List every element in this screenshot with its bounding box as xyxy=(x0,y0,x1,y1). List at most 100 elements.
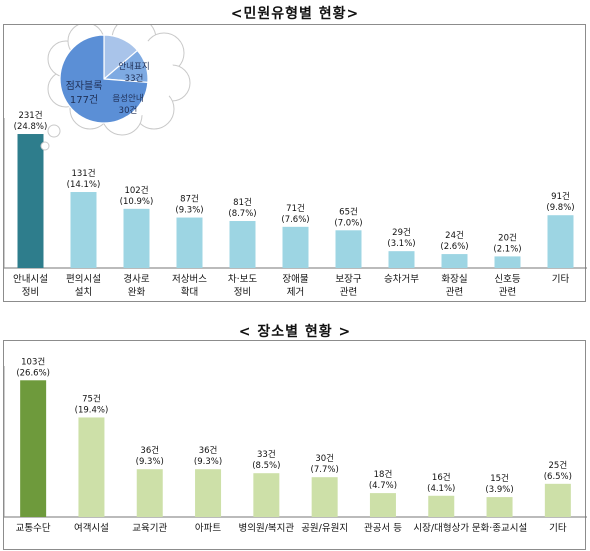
category-label-0-b: 정비 xyxy=(22,287,39,298)
percent-label-9: (6.5%) xyxy=(544,472,572,482)
bar-9 xyxy=(544,483,571,517)
value-label-6: 18건 xyxy=(374,469,393,480)
category-label-2-b: 완화 xyxy=(128,287,146,298)
bar-3 xyxy=(195,469,222,517)
percent-label-6: (7.0%) xyxy=(334,218,362,228)
category-label-7: 승차거부 xyxy=(384,273,419,285)
category-label-3: 저상버스 xyxy=(172,274,207,285)
bar-5 xyxy=(311,477,338,517)
percent-label-5: (7.6%) xyxy=(281,215,309,225)
pie-label-name-2: 음성안내 xyxy=(112,93,143,104)
category-label-6: 보장구 xyxy=(335,274,361,285)
category-label-2: 경사로 xyxy=(123,273,149,285)
percent-label-10: (9.8%) xyxy=(546,203,574,213)
value-label-2: 102건 xyxy=(124,185,148,196)
percent-label-0: (24.8%) xyxy=(14,122,48,132)
value-label-3: 36건 xyxy=(199,445,218,456)
bar-9 xyxy=(494,256,521,268)
chart2-panel: 103건 (26.6%) 교통수단 75건 (19.4%) 여객시설 36건 (9.3%) 교육… xyxy=(3,340,587,550)
category-label-3: 아파트 xyxy=(195,523,221,534)
percent-label-1: (14.1%) xyxy=(67,180,101,190)
value-label-9: 25건 xyxy=(549,460,568,471)
value-label-5: 71건 xyxy=(286,203,305,214)
value-label-3: 87건 xyxy=(180,194,199,205)
category-label-7: 시장/대형상가 xyxy=(413,523,469,534)
category-label-3-b: 확대 xyxy=(181,286,198,298)
bar-5 xyxy=(282,226,309,268)
percent-label-5: (7.7%) xyxy=(311,465,339,475)
value-label-4: 33건 xyxy=(257,449,276,460)
cloud-tail-1 xyxy=(47,124,61,138)
category-label-6-b: 관련 xyxy=(340,287,357,298)
chart2-title: < 장소별 현황 > xyxy=(238,324,352,340)
percent-label-3: (9.3%) xyxy=(175,206,203,216)
category-label-0: 교통수단 xyxy=(16,523,51,534)
bar-3 xyxy=(176,217,203,268)
value-label-5: 30건 xyxy=(315,453,334,464)
bar-2 xyxy=(123,208,150,268)
percent-label-0: (26.6%) xyxy=(16,368,50,378)
category-label-4-b: 정비 xyxy=(234,287,251,298)
category-label-8: 화장실 xyxy=(441,274,467,285)
category-label-5-b: 제거 xyxy=(287,287,304,298)
category-label-0: 안내시설 xyxy=(13,274,48,285)
percent-label-4: (8.5%) xyxy=(252,461,280,471)
value-label-10: 91건 xyxy=(551,191,570,202)
bar-1 xyxy=(78,417,105,517)
percent-label-4: (8.7%) xyxy=(228,209,256,219)
bar-8 xyxy=(441,254,468,268)
value-label-1: 75건 xyxy=(82,393,101,404)
category-label-9: 신호등 xyxy=(494,274,520,285)
percent-label-7: (3.1%) xyxy=(387,239,415,249)
category-label-4: 차·보도 xyxy=(228,273,257,285)
percent-label-3: (9.3%) xyxy=(194,457,222,467)
value-label-0: 231건 xyxy=(18,110,42,121)
percent-label-8: (3.9%) xyxy=(485,485,513,495)
percent-label-7: (4.1%) xyxy=(427,484,455,494)
pie-label-name-0: 점자블록 xyxy=(66,80,103,92)
pie-slice-0 xyxy=(59,34,149,124)
value-label-8: 15건 xyxy=(490,473,509,484)
category-label-6: 관공서 등 xyxy=(364,523,402,534)
value-label-4: 81건 xyxy=(233,197,252,208)
category-label-5: 공원/유원지 xyxy=(301,523,348,534)
percent-label-9: (2.1%) xyxy=(493,244,521,254)
percent-label-2: (10.9%) xyxy=(120,197,154,207)
bar-4 xyxy=(229,221,256,268)
bar-0 xyxy=(20,380,47,517)
bar-4 xyxy=(253,473,280,517)
chart2-svg: 103건(26.6%)교통수단75건(19.4%)여객시설36건(9.3%)교육… xyxy=(4,356,587,534)
category-label-1: 편의시설 xyxy=(66,273,101,285)
category-label-5: 장애물 xyxy=(282,274,308,285)
category-label-1: 여객시설 xyxy=(74,522,109,534)
category-label-4: 병의원/복지관 xyxy=(239,523,295,534)
chart1-title: <민원유형별 현황> xyxy=(230,6,360,22)
value-label-7: 16건 xyxy=(432,472,451,483)
bar-7 xyxy=(428,495,455,517)
value-label-0: 103건 xyxy=(21,356,45,367)
cloud-tail-2 xyxy=(40,141,50,151)
bar-2 xyxy=(136,469,163,517)
pie-label-value-0: 177건 xyxy=(70,94,98,106)
category-label-9-b: 관련 xyxy=(499,287,516,298)
bar-10 xyxy=(547,215,574,268)
bar-0 xyxy=(17,134,44,268)
bar-7 xyxy=(388,251,415,268)
category-label-1-b: 설치 xyxy=(75,286,92,298)
category-label-10: 기타 xyxy=(552,274,570,285)
value-label-8: 24건 xyxy=(445,230,464,241)
value-label-9: 20건 xyxy=(498,232,517,243)
bar-8 xyxy=(486,497,513,517)
value-label-1: 131건 xyxy=(71,168,95,179)
bar-1 xyxy=(70,192,97,268)
value-label-6: 65건 xyxy=(339,206,358,217)
bar-6 xyxy=(369,493,396,517)
pie-label-name-1: 안내표지 xyxy=(118,61,149,72)
category-label-8: 문화·종교시설 xyxy=(472,523,527,534)
percent-label-6: (4.7%) xyxy=(369,481,397,491)
pie-label-value-1: 33건 xyxy=(125,73,144,84)
category-label-2: 교육기관 xyxy=(132,523,167,534)
category-label-8-b: 관련 xyxy=(446,287,463,298)
